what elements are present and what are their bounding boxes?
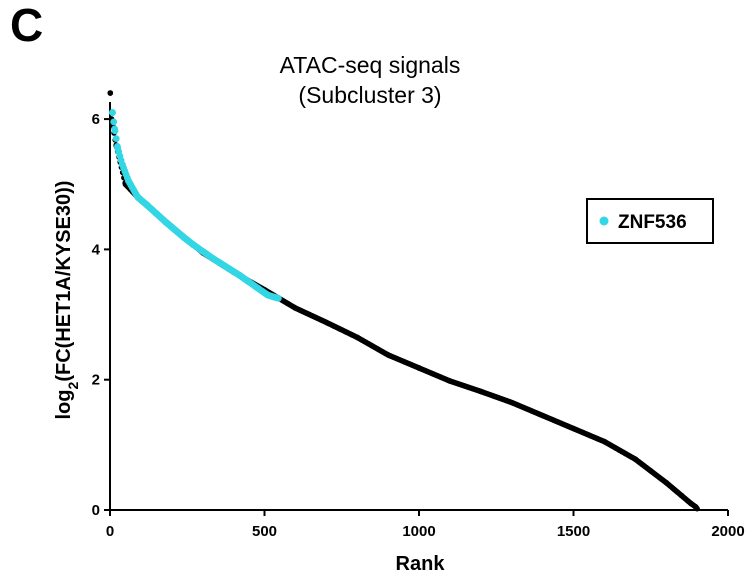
- data-point: [134, 193, 142, 201]
- data-point: [236, 272, 244, 279]
- data-point: [111, 125, 119, 133]
- data-point: [694, 505, 700, 512]
- data-point: [447, 378, 453, 384]
- y-tick-label: 0: [92, 502, 100, 519]
- data-point: [323, 319, 330, 326]
- y-axis-title-rest: (FC(HET1A/KYSE30)): [53, 181, 75, 382]
- data-point: [112, 135, 120, 143]
- legend-swatch-znf536: [599, 216, 609, 226]
- chart-title-block: ATAC-seq signals (Subcluster 3): [200, 50, 540, 110]
- data-point: [245, 278, 253, 286]
- data-point: [292, 305, 299, 311]
- data-point: [118, 161, 126, 169]
- data-point: [663, 479, 669, 486]
- x-tick-label: 500: [252, 523, 277, 540]
- data-point: [190, 241, 197, 249]
- data-point: [632, 456, 639, 462]
- data-point: [416, 365, 422, 371]
- data-point: [508, 399, 515, 406]
- data-point: [109, 109, 116, 116]
- data-point: [125, 177, 132, 185]
- data-point: [199, 247, 207, 255]
- data-point: [601, 438, 608, 445]
- series-znf536: [109, 109, 282, 302]
- y-tick-label: 4: [92, 241, 101, 258]
- x-tick-label: 1000: [402, 523, 435, 540]
- y-tick-label: 2: [92, 372, 100, 389]
- y-axis-title: log2(FC(HET1A/KYSE30)): [53, 181, 81, 420]
- data-point: [647, 468, 654, 474]
- data-point: [275, 294, 282, 302]
- chart-title: ATAC-seq signals: [279, 52, 461, 78]
- y-axis-title-main: log: [53, 389, 75, 419]
- data-point: [539, 412, 546, 419]
- y-axis-title-sub: 2: [65, 381, 81, 389]
- data-point: [254, 285, 262, 292]
- data-point: [217, 260, 225, 268]
- data-point: [478, 388, 484, 395]
- x-tick-label: 2000: [711, 523, 744, 540]
- data-point: [143, 201, 151, 209]
- data-point: [152, 210, 160, 217]
- data-point: [162, 218, 170, 226]
- data-point: [171, 226, 179, 234]
- series-all-points: [107, 90, 700, 512]
- x-tick-label: 0: [106, 523, 114, 540]
- x-tick-label: 1500: [557, 523, 590, 540]
- data-point: [180, 234, 188, 242]
- legend: ZNF536: [586, 198, 714, 244]
- x-axis-title: Rank: [396, 553, 446, 575]
- data-point: [354, 334, 361, 341]
- chart-subtitle: (Subcluster 3): [298, 82, 442, 108]
- y-tick-label: 6: [92, 111, 100, 128]
- panel-label: C: [10, 0, 44, 51]
- data-point: [227, 266, 234, 273]
- axes: 0 500 1000 1500 2000 0 2 4 6: [92, 102, 745, 540]
- data-point: [688, 500, 694, 507]
- data-points: [107, 90, 700, 512]
- data-point: [107, 90, 114, 96]
- data-point: [385, 352, 391, 358]
- data-point: [570, 425, 577, 432]
- legend-label-znf536: ZNF536: [618, 212, 687, 233]
- data-point: [678, 492, 685, 499]
- data-point: [110, 118, 118, 126]
- data-point: [114, 145, 122, 152]
- data-point: [208, 254, 216, 262]
- data-point: [264, 291, 271, 299]
